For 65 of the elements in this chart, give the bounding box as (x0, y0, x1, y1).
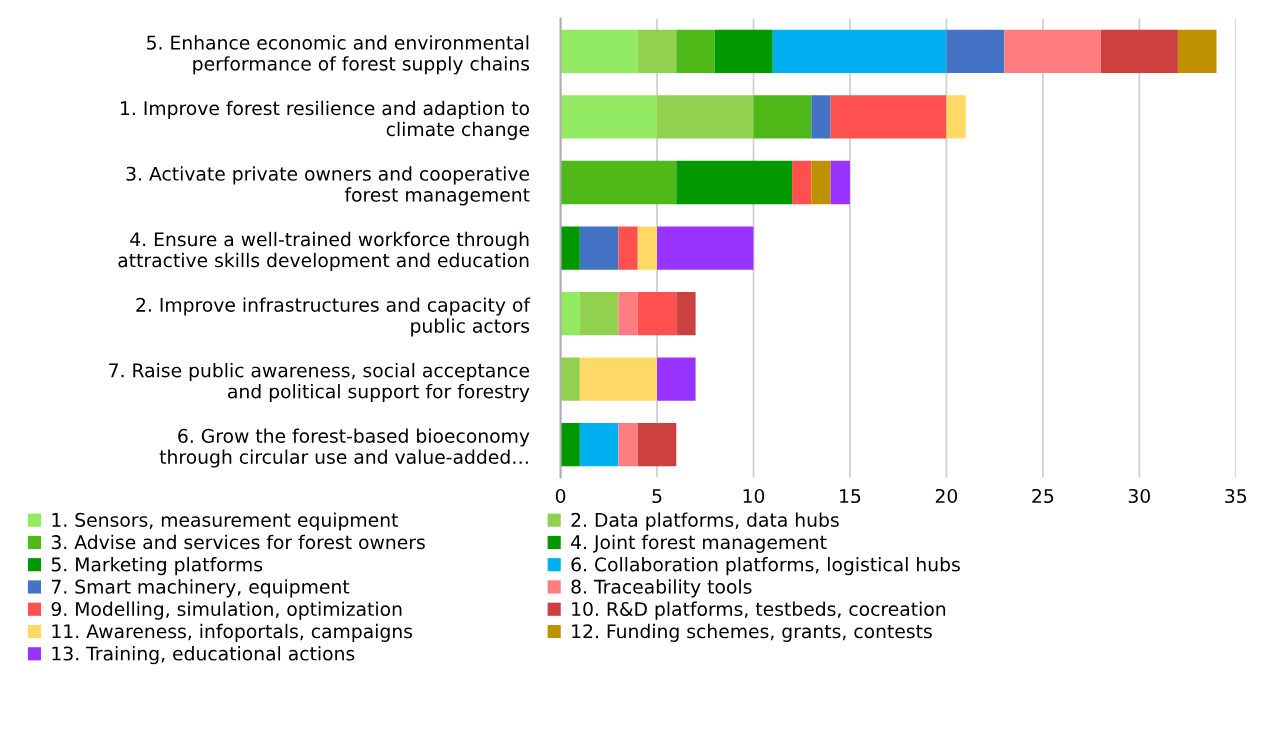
legend-label: 1. Sensors, measurement equipment (52, 512, 398, 531)
legend-label: 12. Funding schemes, grants, contests (572, 623, 932, 642)
bar (657, 95, 754, 139)
bar (560, 423, 580, 467)
bar (560, 95, 658, 139)
legend-label: 11. Awareness, infoportals, campaigns (52, 623, 413, 642)
bar (1004, 29, 1101, 74)
bar (637, 226, 658, 270)
bar (560, 357, 580, 401)
bar (657, 357, 696, 401)
bar (637, 423, 677, 467)
legend-label: 8. Traceability tools (571, 579, 752, 598)
x-tick-label: 5 (652, 489, 662, 504)
bar (772, 29, 947, 74)
bar (676, 160, 793, 205)
y-tick-label: 7. Raise public awareness, social acceptance and political support for forestry (109, 362, 530, 403)
bar (579, 226, 619, 270)
bar (753, 95, 812, 139)
bar (560, 291, 580, 336)
legend-label: 3. Advise and services for forest owners (51, 534, 425, 550)
bar (946, 29, 1005, 74)
y-tick-label: 3. Activate private owners and cooperative forest management (126, 166, 530, 206)
bar (657, 226, 754, 270)
bar (714, 29, 773, 74)
x-tick-label: 15 (840, 489, 861, 504)
bar (618, 423, 638, 467)
bar (676, 291, 696, 336)
bar (579, 423, 619, 467)
bar (811, 95, 831, 139)
y-tick-label: 1. Improve forest resilience and adaption to climate change (121, 100, 530, 140)
bar (579, 291, 619, 336)
bar (560, 29, 638, 74)
bar (560, 160, 677, 205)
bar (618, 226, 638, 270)
bar (676, 29, 715, 74)
y-tick-label: 2. Improve infrastructures and capacity of public actors (136, 297, 531, 337)
x-tick-label: 10 (743, 488, 765, 504)
legend-label: 9. Modelling, simulation, optimization (51, 601, 402, 620)
bar (792, 160, 812, 205)
bar (830, 95, 947, 139)
bar (618, 291, 638, 336)
legend-label: 4. Joint forest management (571, 534, 827, 553)
bar (637, 291, 677, 336)
legend-label: 10. R&D platforms, testbeds, cocreation (572, 601, 946, 620)
bar (1100, 29, 1178, 74)
bar (830, 160, 850, 205)
bar (1177, 29, 1217, 74)
bar (946, 95, 966, 139)
legend-label: 2. Data platforms, data hubs (571, 512, 839, 531)
y-tick-label: 6. Grow the forest-based bioeconomy through circular use and value-added… (159, 428, 530, 468)
x-tick-label: 35 (1225, 488, 1247, 504)
y-tick-label: 5. Enhance economic and environmental performance of forest supply chains (147, 35, 530, 75)
legend-label: 5. Marketing platforms (51, 557, 263, 576)
legend-label: 7. Smart machinery, equipment (51, 579, 350, 598)
bar (811, 160, 831, 205)
bar (637, 29, 677, 74)
x-tick-label: 30 (1128, 488, 1150, 504)
bar (579, 357, 658, 401)
y-tick-label: 4. Ensure a well-trained workforce through attractive skills development and education (118, 231, 529, 271)
x-tick-label: 0 (555, 488, 566, 504)
x-tick-label: 20 (935, 488, 958, 504)
legend-label: 6. Collaboration platforms, logistical hubs (571, 557, 960, 576)
x-tick-label: 25 (1032, 488, 1054, 504)
legend-label: 13. Training, educational actions (52, 646, 355, 665)
bar (560, 226, 580, 270)
